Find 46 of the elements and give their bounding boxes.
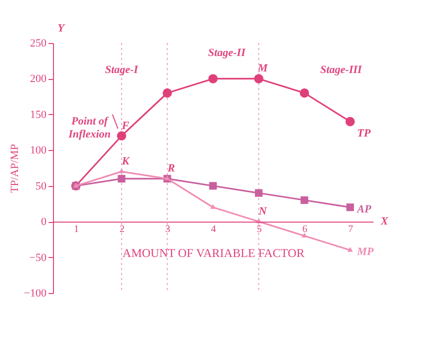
y-tick-label: 150 xyxy=(30,108,47,121)
annotation: Stage-I xyxy=(105,64,139,76)
y-tick-label: −50 xyxy=(29,252,47,264)
y-tick-label: 200 xyxy=(30,73,47,86)
point xyxy=(300,88,310,98)
point xyxy=(209,182,217,190)
annotation: K xyxy=(120,156,130,168)
x-tick-label: 7 xyxy=(348,224,354,236)
annotation: Stage-II xyxy=(208,47,246,59)
annotation: R xyxy=(166,162,175,175)
series-label: TP xyxy=(357,128,371,140)
x-tick-label: 3 xyxy=(165,224,170,236)
x-tick-label: 6 xyxy=(302,224,308,236)
y-tick-label: 50 xyxy=(36,180,47,192)
series-label: AP xyxy=(356,203,372,216)
annotation: Point of Inflexion xyxy=(67,116,111,141)
y-axis-title: TP/AP/MP xyxy=(8,144,21,193)
point xyxy=(208,74,218,84)
x-tick-label: 1 xyxy=(74,224,79,236)
x-axis-title: AMOUNT OF VARIABLE FACTOR xyxy=(122,246,304,260)
point xyxy=(346,116,355,126)
point xyxy=(118,168,124,174)
annotation: Stage-III xyxy=(320,64,362,76)
point xyxy=(116,131,126,140)
y-tick-label: 100 xyxy=(30,144,47,157)
y-tick-label: −100 xyxy=(24,288,47,300)
point xyxy=(254,189,263,197)
point xyxy=(300,196,308,204)
text: Y xyxy=(58,22,66,35)
point xyxy=(347,246,353,252)
point xyxy=(162,88,172,98)
text: X xyxy=(380,216,389,228)
x-tick-label: 2 xyxy=(120,224,125,236)
point xyxy=(346,203,354,212)
y-tick-label: 0 xyxy=(41,216,47,228)
point xyxy=(210,204,216,209)
x-tick-label: 5 xyxy=(256,224,262,236)
point xyxy=(254,74,264,84)
x-tick-label: 4 xyxy=(211,224,216,236)
annotation: N xyxy=(258,206,268,218)
series-label: MP xyxy=(356,246,374,258)
point xyxy=(118,174,126,183)
annotation: F xyxy=(120,120,130,132)
annotation: M xyxy=(256,62,269,75)
y-tick-label: 250 xyxy=(30,38,47,50)
point xyxy=(302,232,308,238)
